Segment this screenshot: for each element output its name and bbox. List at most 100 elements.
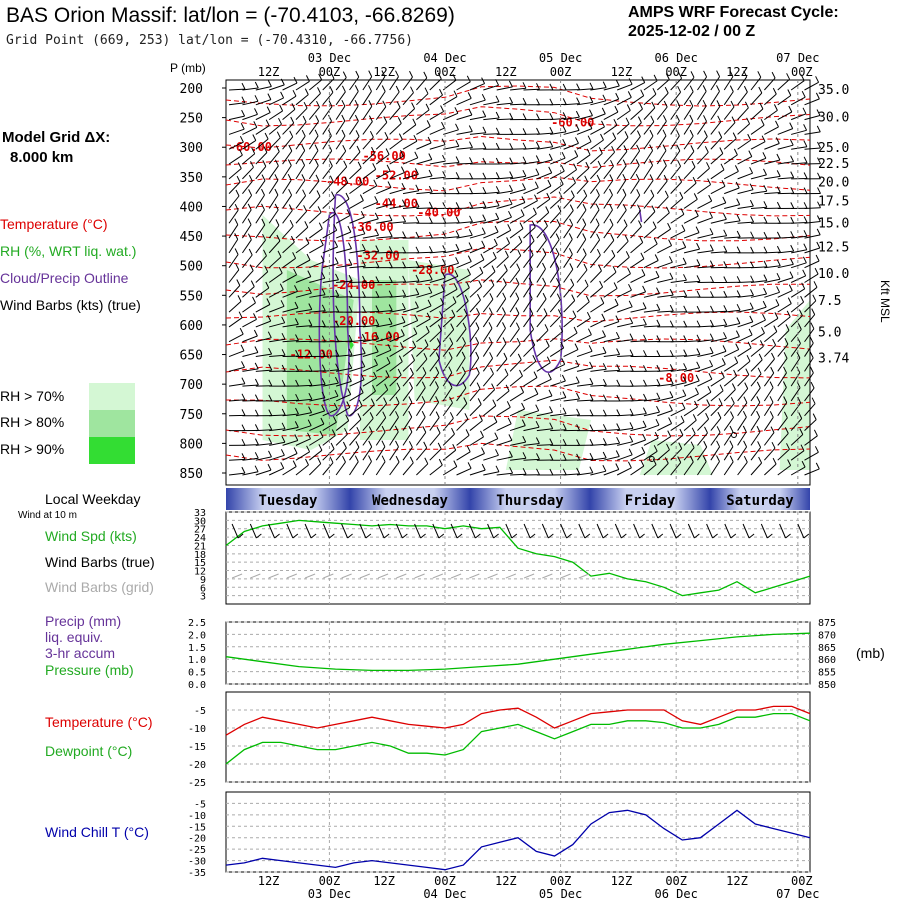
bottom-hour-label: 12Z <box>611 874 633 888</box>
wind-barb <box>777 330 790 343</box>
wind-barb <box>657 396 674 402</box>
wind-barb-flag <box>730 397 735 404</box>
wind-barb-flag <box>589 466 594 473</box>
wind-barb-flag <box>817 141 821 149</box>
wind-barb-flag <box>653 74 658 82</box>
wind-barb <box>723 389 736 402</box>
wind-barb-flag <box>817 172 821 180</box>
weekday-label: Wednesday <box>372 493 448 509</box>
wind-barb-flag <box>596 248 601 256</box>
wind-barb-flag <box>495 449 499 456</box>
wind-barb-flag <box>679 428 684 436</box>
wind-barb-flag <box>572 310 577 317</box>
wind-barb-flag <box>495 95 500 103</box>
wind-barb-flag <box>543 233 547 241</box>
wind-barb-flag <box>236 279 241 286</box>
wind-barb-flag <box>348 258 353 266</box>
wind-barb <box>576 350 593 358</box>
wind-barb <box>416 279 433 283</box>
wind-barb <box>242 457 259 461</box>
wind-barb-flag <box>790 187 795 194</box>
grid-barb <box>323 573 334 579</box>
wind-barb <box>295 135 306 150</box>
wind-barb <box>603 469 619 476</box>
wind-barb-flag <box>361 243 366 251</box>
wind-barb-flag <box>710 275 714 283</box>
wind-barb <box>630 274 646 283</box>
wind-barb <box>764 192 781 195</box>
wind-barb <box>683 406 698 417</box>
wind-barb-flag <box>656 335 661 342</box>
surface-barb-flag <box>529 533 536 539</box>
wind-barb-flag <box>490 279 495 286</box>
wind-barb-flag <box>515 307 520 314</box>
wind-barb-flag <box>469 201 474 209</box>
wind-barb-flag <box>428 153 433 160</box>
wind-barb-flag <box>266 106 271 113</box>
wind-barb <box>790 402 802 417</box>
wind-barb-flag <box>555 247 560 255</box>
wind-barb <box>322 382 339 387</box>
wind-barb <box>335 214 351 224</box>
wind-barb-flag <box>489 352 494 359</box>
wind-barb <box>710 461 720 476</box>
wind-barb <box>362 91 372 106</box>
wind-barb <box>242 335 258 343</box>
wind-barb-flag <box>708 194 713 202</box>
wind-barb-flag <box>493 415 498 423</box>
wind-barb-flag <box>750 231 755 238</box>
wind-barb-flag <box>383 116 388 123</box>
wind-barb-flag <box>415 216 420 223</box>
wind-barb <box>643 309 660 313</box>
wind-barb <box>603 138 617 150</box>
pressure-panel-tick-label: 2.0 <box>188 630 206 641</box>
wind-barb-flag <box>816 228 821 236</box>
kft-tick-label: 3.74 <box>818 352 849 367</box>
wind-barb-flag <box>562 138 567 146</box>
wind-barb-flag <box>304 221 309 228</box>
surface-barb <box>687 523 695 539</box>
wind-barb <box>563 473 580 476</box>
wind-barb-flag <box>816 109 821 116</box>
wind-barb-flag <box>643 379 647 387</box>
wind-barb-flag <box>786 443 790 450</box>
wind-barb-flag <box>735 181 740 189</box>
wind-barb-flag <box>624 131 629 138</box>
wind-barb <box>375 137 389 150</box>
wind-barb-flag <box>763 216 768 224</box>
wind-barb <box>456 372 466 387</box>
wind-barb-flag <box>362 305 366 313</box>
cloud-outline <box>332 194 363 417</box>
wind-barb <box>697 136 708 150</box>
wind-barb-flag <box>642 285 647 293</box>
wind-barb <box>228 168 242 180</box>
wind-barb <box>723 362 738 372</box>
wind-barb <box>375 389 389 402</box>
wind-barb-flag <box>251 147 256 154</box>
wind-barb <box>710 218 727 224</box>
wind-barb <box>737 446 748 461</box>
wind-barb <box>389 402 400 417</box>
wind-barb-flag <box>428 259 433 267</box>
wind-barb <box>550 157 566 165</box>
surface-barb-flag <box>602 533 609 539</box>
wind-barb-flag <box>649 129 654 137</box>
wind-barb <box>603 165 614 180</box>
wind-barb <box>268 165 279 180</box>
wind-barb <box>416 292 432 298</box>
wind-barb-flag <box>317 206 322 213</box>
wind-barb-flag <box>516 263 521 270</box>
wind-barb-flag <box>643 334 647 342</box>
wind-barb <box>764 251 781 254</box>
wind-barb <box>804 300 817 313</box>
wind-barb-flag <box>734 356 739 363</box>
wind-barb-flag <box>397 117 402 124</box>
wind-barb-flag <box>502 322 506 329</box>
wind-barb-flag <box>409 456 414 464</box>
wind-barb <box>389 446 399 461</box>
wind-barb-flag <box>401 199 406 206</box>
wind-barb-flag <box>441 284 445 292</box>
wind-barb-flag <box>635 173 640 181</box>
wind-barb <box>309 212 322 224</box>
wind-barb <box>697 405 711 417</box>
